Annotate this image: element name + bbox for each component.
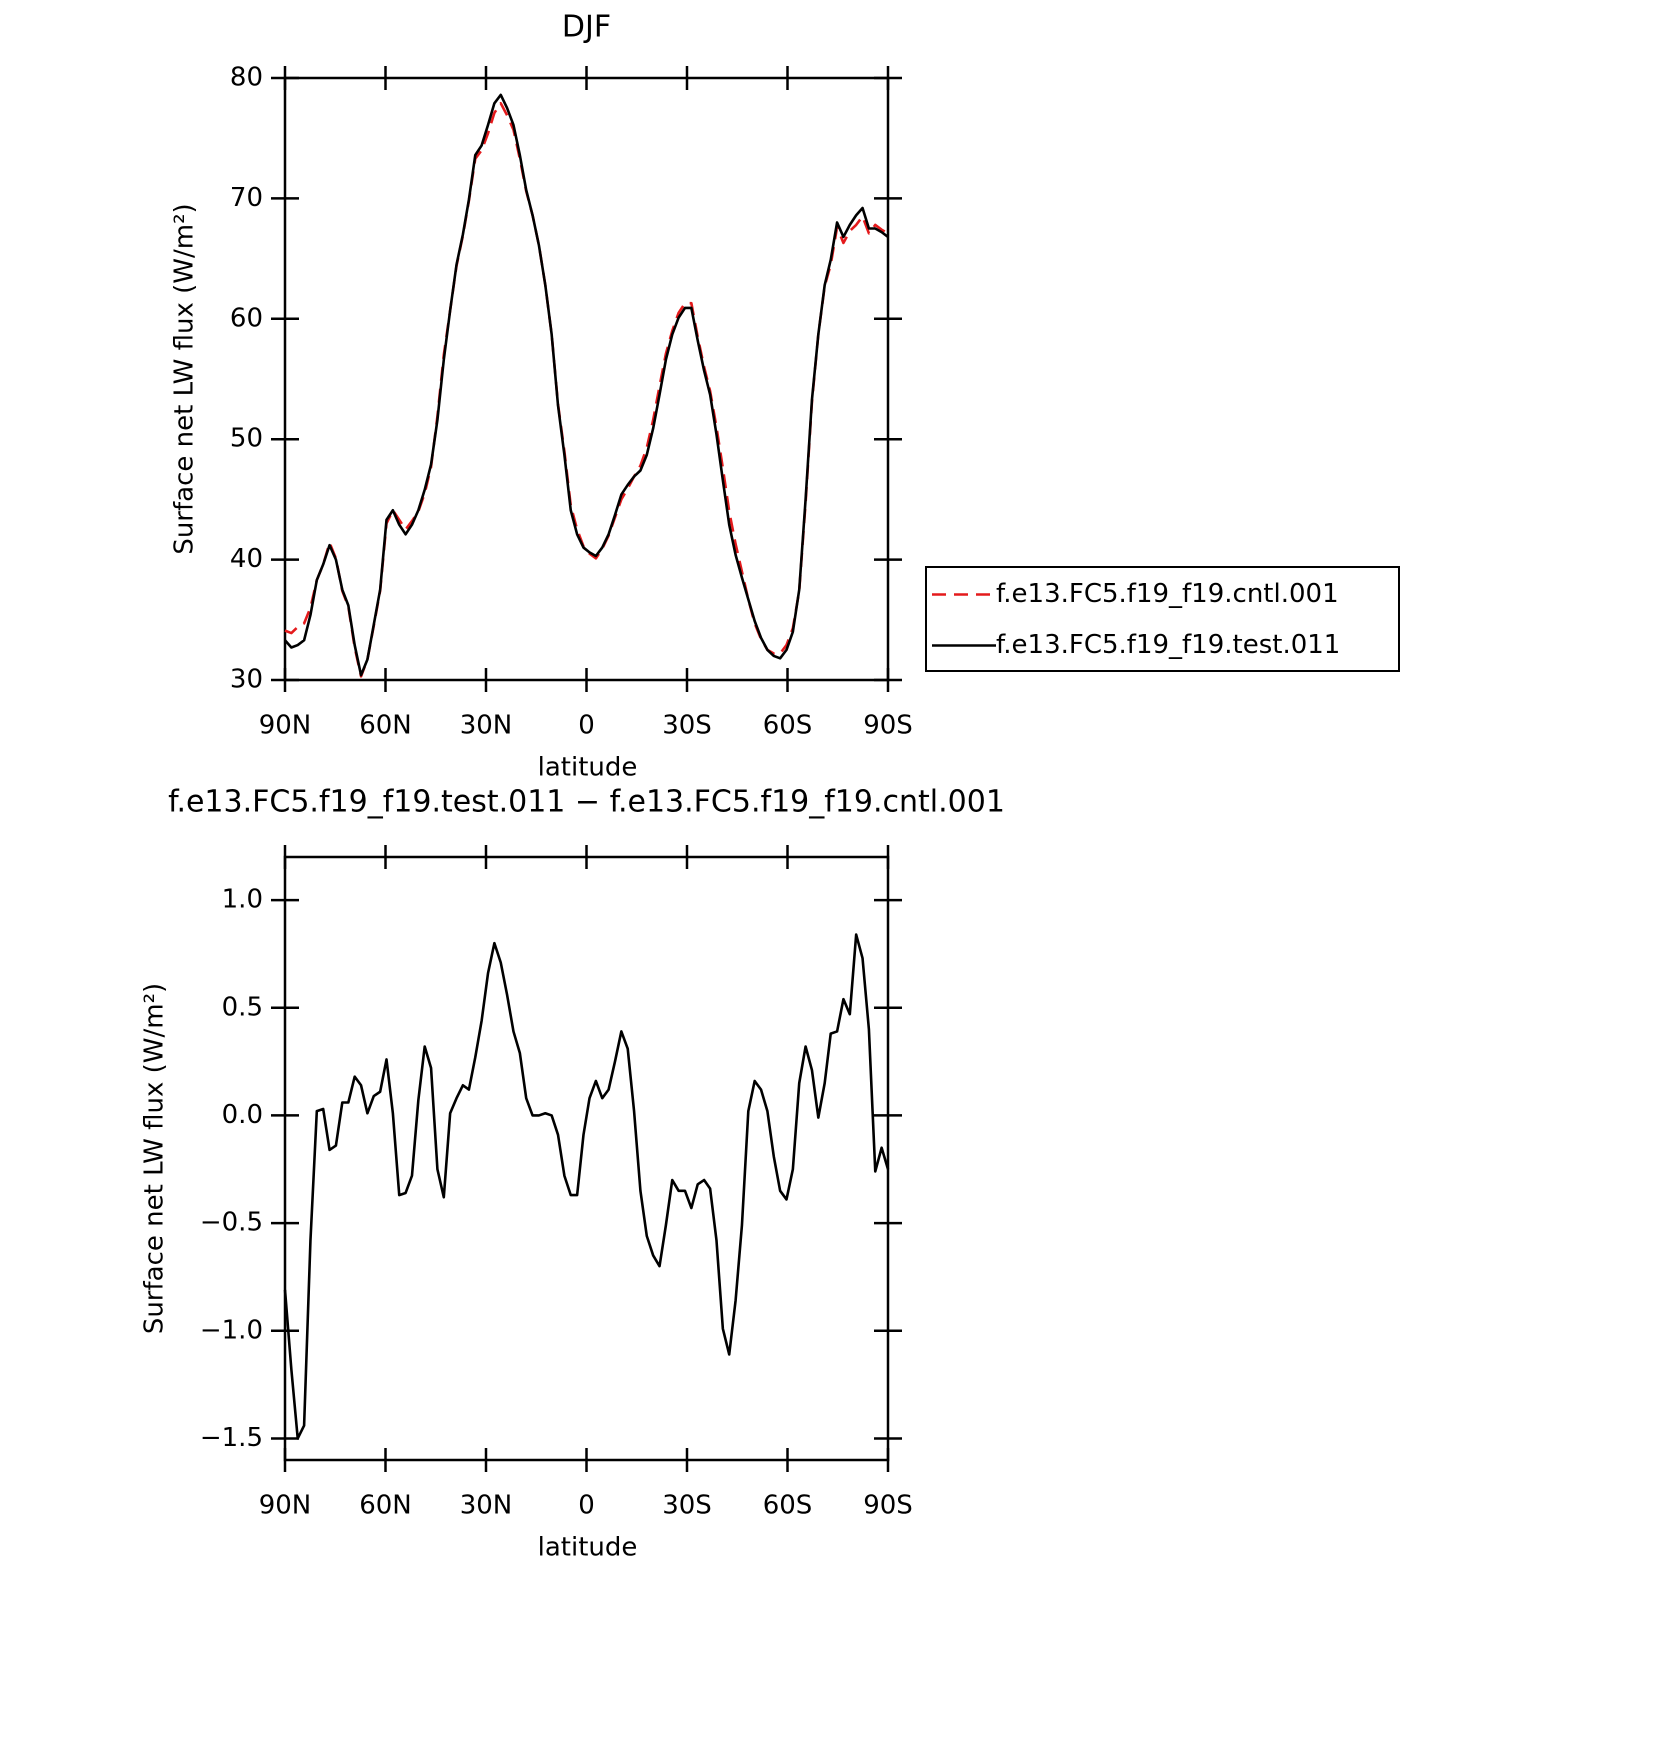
x-axis-label: latitude [538,1533,638,1563]
x-axis-label: latitude [538,753,638,783]
y-axis-label: Surface net LW flux (W/m²) [140,983,170,1334]
data-line [284,93,889,677]
x-tick-label: 60N [359,1491,412,1521]
x-tick-label: 90N [259,1491,312,1521]
legend-label: f.e13.FC5.f19_f19.cntl.001 [996,579,1339,609]
y-tick-label: −1.5 [200,1423,263,1453]
x-tick-label: 90S [863,711,913,741]
x-tick-label: 90N [259,711,312,741]
plot-frame [283,855,890,1462]
y-tick-label: 0.5 [222,992,263,1022]
x-tick-label: 30S [662,1491,712,1521]
y-tick-label: 80 [230,63,263,93]
data-line [284,101,889,678]
x-tick-label: 30N [460,711,513,741]
y-tick-label: 1.0 [222,885,263,915]
y-tick-label: 50 [230,424,263,454]
y-axis-label: Surface net LW flux (W/m²) [170,203,200,554]
data-line [283,933,890,1440]
y-tick-label: 60 [230,303,263,333]
x-tick-label: 60N [359,711,412,741]
x-tick-label: 90S [863,1491,913,1521]
x-tick-label: 30S [662,711,712,741]
x-tick-label: 0 [578,1491,595,1521]
y-tick-label: 0.0 [222,1100,263,1130]
x-tick-label: 60S [763,1491,813,1521]
y-tick-label: −1.0 [200,1315,263,1345]
plot-frame [283,76,890,682]
legend-label: f.e13.FC5.f19_f19.test.011 [996,630,1340,660]
legend-box [925,566,1400,672]
x-tick-label: 30N [460,1491,513,1521]
x-tick-label: 0 [578,711,595,741]
chart-title: f.e13.FC5.f19_f19.test.011 − f.e13.FC5.f… [168,785,1005,820]
y-tick-label: 30 [230,665,263,695]
y-tick-label: −0.5 [200,1208,263,1238]
y-tick-label: 40 [230,544,263,574]
x-tick-label: 60S [763,711,813,741]
y-tick-label: 70 [230,183,263,213]
chart-title: DJF [562,10,611,45]
